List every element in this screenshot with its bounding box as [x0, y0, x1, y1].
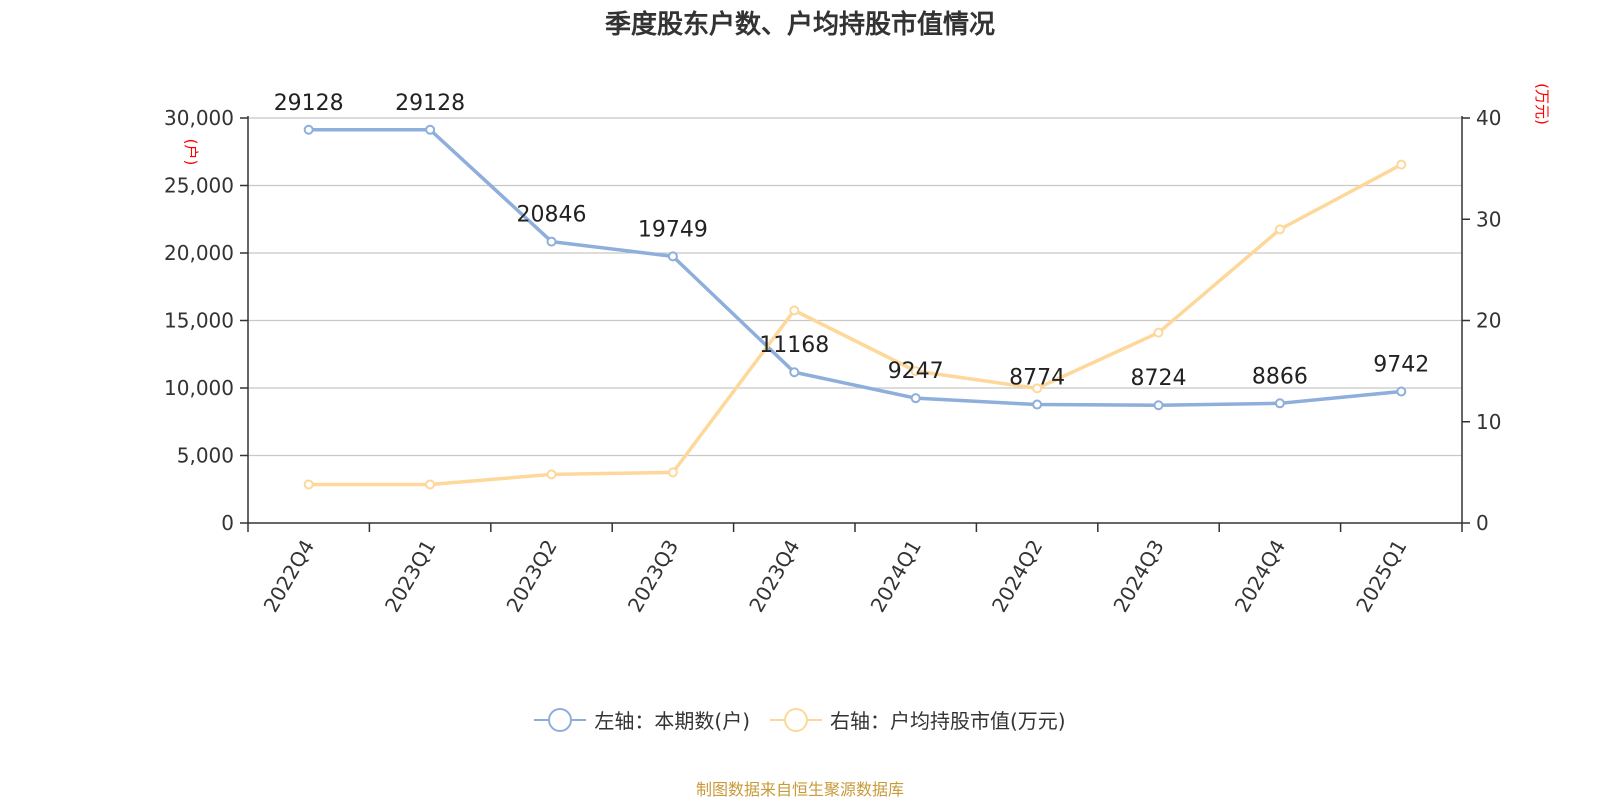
- data-point-households: [546, 236, 557, 247]
- legend-label-households: 左轴：本期数(户): [594, 709, 750, 733]
- legend-swatch-households: [534, 707, 587, 733]
- y-right-tick-label: 0: [1476, 511, 1489, 535]
- data-label-households: 11168: [759, 333, 829, 358]
- data-point-avg-value: [1274, 224, 1285, 235]
- data-point-households: [667, 251, 678, 262]
- legend-item-households[interactable]: 左轴：本期数(户): [534, 705, 750, 734]
- y-right-tick-label: 20: [1476, 309, 1501, 333]
- x-tick-label: 2023Q1: [380, 536, 440, 617]
- data-point-households: [1153, 400, 1164, 411]
- data-label-households: 8774: [1009, 366, 1065, 391]
- data-point-households: [1032, 399, 1043, 410]
- data-label-households: 8866: [1252, 364, 1308, 389]
- x-tick-label: 2023Q4: [744, 536, 804, 617]
- data-point-avg-value: [303, 479, 314, 490]
- chart-title: 季度股东户数、户均持股市值情况: [604, 10, 995, 40]
- legend: 左轴：本期数(户) 右轴：户均持股市值(万元): [0, 705, 1600, 734]
- data-point-avg-value: [1396, 159, 1407, 170]
- y-right-axis-label: (万元): [1533, 83, 1551, 125]
- y-left-tick-label: 30,000: [164, 106, 234, 130]
- data-point-households: [1274, 398, 1285, 409]
- y-left-axis-label: (户): [182, 139, 200, 166]
- data-point-avg-value: [1153, 327, 1164, 338]
- data-point-avg-value: [910, 366, 921, 377]
- x-tick-label: 2023Q3: [623, 536, 683, 617]
- series-line-households: [308, 128, 1402, 407]
- y-left-tick-label: 0: [221, 511, 234, 535]
- x-tick-label: 2024Q1: [866, 536, 926, 617]
- y-right-tick-label: 10: [1476, 410, 1501, 434]
- data-point-avg-value: [1032, 383, 1043, 394]
- x-tick-label: 2025Q1: [1351, 536, 1411, 617]
- y-left-tick-label: 15,000: [164, 309, 234, 333]
- data-source: 制图数据来自恒生聚源数据库: [695, 780, 904, 799]
- x-tick-label: 2024Q4: [1230, 536, 1290, 617]
- legend-swatch-avg-value: [770, 707, 822, 733]
- data-point-avg-value: [546, 469, 557, 480]
- data-point-avg-value: [425, 479, 436, 490]
- y-left-tick-label: 5,000: [177, 444, 234, 468]
- legend-item-avg-value[interactable]: 右轴：户均持股市值(万元): [770, 705, 1066, 734]
- y-left-tick-label: 20,000: [164, 241, 234, 265]
- series-line-avg-value: [308, 163, 1403, 487]
- data-point-households: [425, 124, 436, 135]
- data-label-households: 29128: [395, 91, 465, 116]
- data-label-households: 29128: [274, 91, 344, 116]
- data-label-households: 19749: [638, 217, 708, 242]
- data-label-households: 20846: [517, 203, 587, 228]
- data-label-households: 9742: [1373, 352, 1429, 377]
- x-tick-label: 2024Q2: [987, 536, 1047, 617]
- data-label-households: 8724: [1131, 366, 1187, 391]
- data-point-households: [789, 367, 800, 378]
- data-point-households: [303, 124, 314, 135]
- x-tick-label: 2022Q4: [259, 536, 319, 617]
- data-point-avg-value: [667, 467, 678, 478]
- data-point-households: [1396, 386, 1407, 397]
- y-right-tick-label: 30: [1476, 207, 1501, 231]
- legend-label-avg-value: 右轴：户均持股市值(万元): [830, 709, 1066, 733]
- data-point-avg-value: [789, 305, 800, 316]
- y-left-tick-label: 25,000: [164, 174, 234, 198]
- y-left-tick-label: 10,000: [164, 376, 234, 400]
- y-right-tick-label: 40: [1476, 106, 1501, 130]
- data-point-households: [910, 393, 921, 404]
- x-tick-label: 2023Q2: [501, 536, 561, 617]
- data-label-households: 9247: [888, 359, 944, 384]
- x-tick-label: 2024Q3: [1108, 536, 1168, 617]
